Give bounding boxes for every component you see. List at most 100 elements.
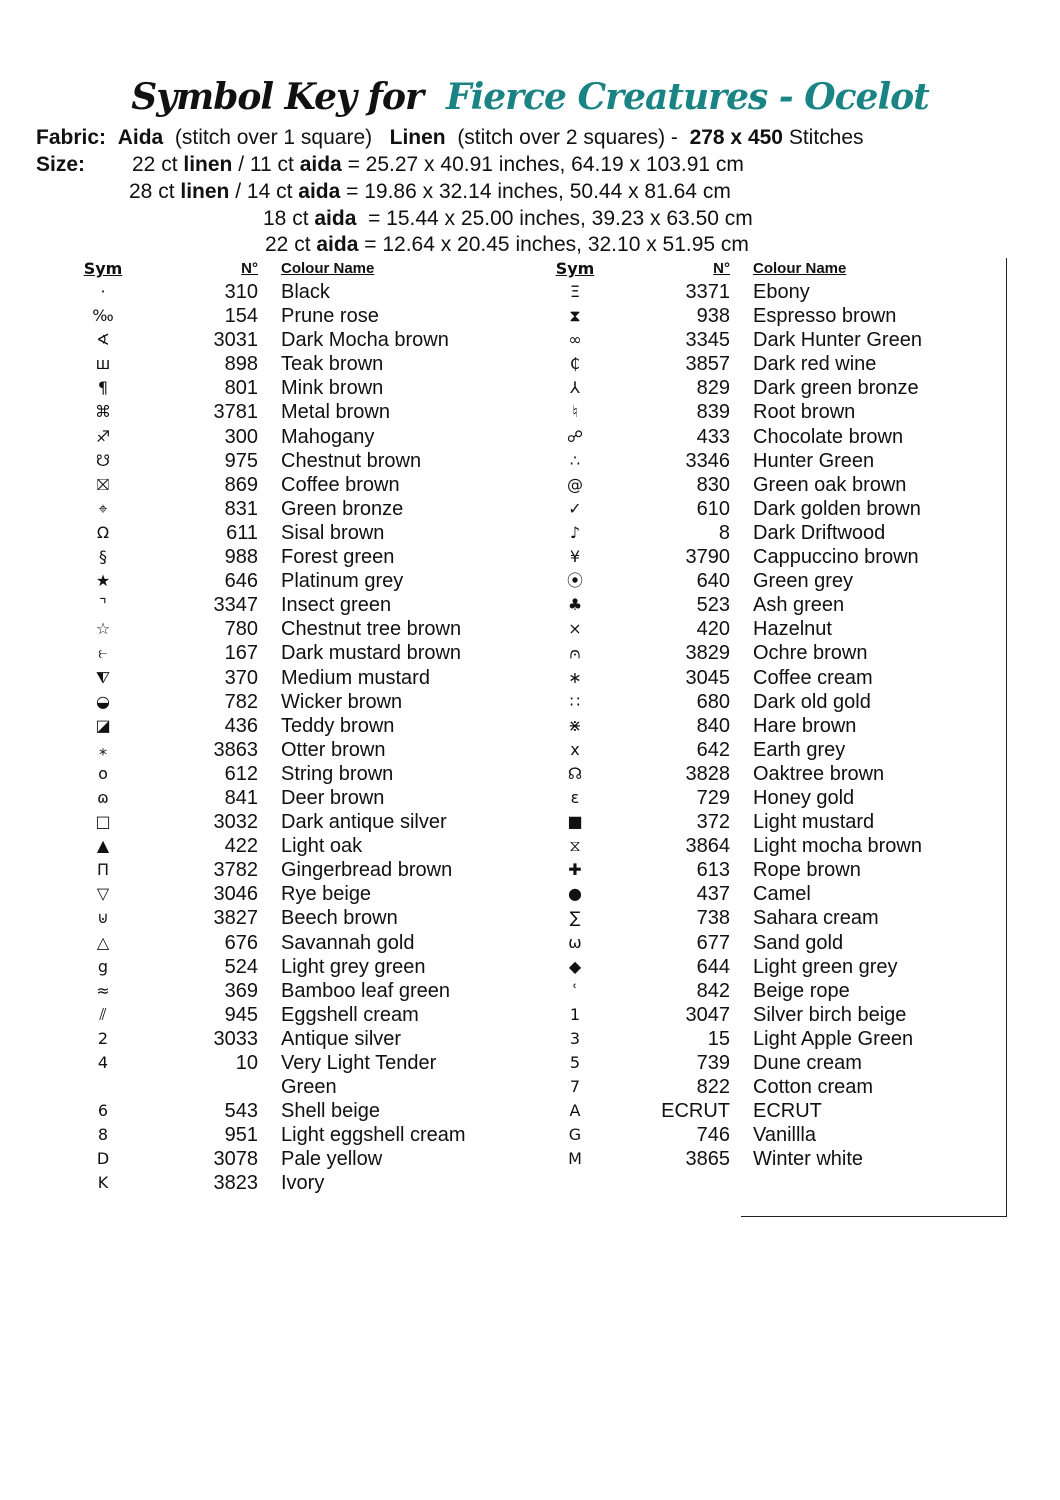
dmc-number: 680: [696, 690, 730, 713]
colour-name: Savannah gold: [281, 931, 415, 954]
colour-name: Espresso brown: [753, 305, 897, 328]
table-row: ∞ 3345 Dark Hunter Green: [552, 328, 963, 352]
size-part: aida: [299, 153, 342, 176]
symbol: 2: [97, 1028, 109, 1048]
table-row: A ECRUT ECRUT: [552, 1099, 963, 1123]
colour-name: Eggshell cream: [281, 1003, 419, 1026]
dmc-number: 898: [224, 353, 258, 376]
colour-name: Mahogany: [281, 425, 375, 448]
table-row: ◆ 644 Light green grey: [552, 955, 963, 979]
symbol: ■: [567, 812, 583, 832]
symbol-table-right: Sym N° Colour Name Ξ 3371 Ebony ⧗ 938 Espresso b…: [552, 258, 963, 1171]
symbol: ∢: [96, 330, 110, 350]
dmc-number: 10: [235, 1052, 258, 1074]
colour-name: Green bronze: [281, 497, 404, 520]
header-colour-name: Colour Name: [281, 260, 375, 277]
linen-note: (stitch over 2 squares) -: [457, 126, 678, 149]
size-part: = 19.86 x 32.14 inches, 50.44 x 81.64 cm: [340, 179, 731, 203]
table-row: · 310 Black: [80, 280, 491, 304]
dmc-number: 3346: [685, 449, 731, 472]
colour-name: Sisal brown: [281, 521, 385, 544]
table-row: ⛝ 869 Coffee brown: [80, 473, 491, 497]
colour-name: Light mustard: [753, 811, 875, 834]
header-sym: Sym: [83, 259, 123, 278]
symbol: ◪: [95, 715, 111, 735]
table-row: ▲ 422 Light oak: [80, 834, 491, 858]
size-part: = 12.64 x 20.45 inches, 32.10 x 51.95 cm: [358, 233, 749, 257]
colour-name: Oaktree brown: [753, 762, 885, 785]
fabric-line: Fabric: Aida (stitch over 1 square) Line…: [36, 126, 864, 150]
dmc-number: 3078: [213, 1148, 259, 1171]
colour-name: ECRUT: [753, 1100, 822, 1123]
colour-name: Light eggshell cream: [281, 1124, 466, 1147]
dmc-number: 642: [696, 738, 730, 761]
dmc-number: 841: [224, 786, 258, 809]
dmc-number: 422: [224, 835, 258, 858]
symbol: Π: [96, 860, 110, 880]
dmc-number: 951: [224, 1124, 258, 1147]
dmc-number: 3828: [685, 762, 731, 785]
table-row: ☆ 780 Chestnut tree brown: [80, 617, 491, 641]
colour-name: Dark Mocha brown: [281, 329, 449, 352]
dmc-number: 945: [224, 1003, 258, 1026]
colour-name: Ash green: [753, 594, 845, 617]
table-row: ⦿ 640 Green grey: [552, 569, 963, 593]
size-part: = 15.44 x 25.00 inches, 39.23 x 63.50 cm: [356, 206, 753, 230]
dmc-number: 372: [696, 811, 730, 834]
dmc-number: 310: [224, 281, 258, 303]
symbol: ⌝: [99, 595, 107, 615]
table-row: ☋ 975 Chestnut brown: [80, 449, 491, 473]
table-row: ♪ 8 Dark Driftwood: [552, 521, 963, 545]
symbol: ∷: [569, 691, 581, 711]
size-part: 18 ct: [263, 206, 315, 230]
symbol: ✓: [568, 498, 582, 518]
symbol: ☋: [95, 450, 111, 470]
table-row: 8 951 Light eggshell cream: [80, 1123, 491, 1147]
table-row: ⅄ 829 Dark green bronze: [552, 376, 963, 400]
table-row: ▽ 3046 Rye beige: [80, 882, 491, 906]
colour-name: Shell beige: [281, 1100, 380, 1123]
colour-name: String brown: [281, 762, 394, 785]
symbol: 1: [569, 1004, 581, 1024]
size-part: 22 ct: [265, 233, 317, 257]
symbol: ☍: [566, 426, 584, 446]
table-row: ⌖ 831 Green bronze: [80, 497, 491, 521]
colour-name: Insect green: [281, 594, 392, 617]
symbol: ⥼: [98, 643, 108, 663]
symbol: ¥: [569, 547, 581, 567]
colour-name: Black: [281, 281, 330, 303]
symbol: ₵: [569, 354, 581, 374]
dmc-number: 3782: [213, 859, 259, 882]
symbol: 7: [569, 1077, 581, 1097]
table-row: D 3078 Pale yellow: [80, 1147, 491, 1171]
colour-name: Green oak brown: [753, 473, 907, 496]
header-number: N°: [713, 260, 730, 277]
symbol: ◒: [96, 691, 110, 711]
table-row: ✚ 613 Rope brown: [552, 858, 963, 882]
dmc-number: 830: [696, 473, 730, 496]
colour-name: Dark Hunter Green: [753, 329, 922, 352]
dmc-number: 746: [696, 1124, 730, 1147]
dmc-number: 869: [224, 473, 258, 496]
colour-name: Rye beige: [281, 883, 372, 906]
dmc-number: 822: [696, 1076, 730, 1099]
colour-name: Hunter Green: [753, 449, 875, 472]
symbol: ∑: [569, 908, 581, 928]
dmc-number: 3857: [685, 353, 731, 376]
dmc-number: 300: [224, 425, 258, 448]
colour-name: Very Light Tender Green: [281, 1052, 437, 1099]
size-line: 22 ct linen / 11 ct aida = 25.27 x 40.91…: [132, 153, 744, 177]
symbol: ★: [95, 571, 111, 591]
dmc-number: 3046: [213, 883, 259, 906]
table-row: ♣ 523 Ash green: [552, 593, 963, 617]
table-row: 7 822 Cotton cream: [552, 1075, 963, 1099]
table-row: ∷ 680 Dark old gold: [552, 690, 963, 714]
dmc-number: 3345: [685, 329, 731, 352]
dmc-number: 433: [696, 425, 730, 448]
dmc-number: 543: [224, 1100, 258, 1123]
symbol: ♮: [572, 402, 578, 422]
symbol: ⅄: [570, 378, 580, 398]
table-row: x 642 Earth grey: [552, 738, 963, 762]
dmc-number: 370: [224, 666, 258, 689]
colour-name: Mink brown: [281, 377, 384, 400]
